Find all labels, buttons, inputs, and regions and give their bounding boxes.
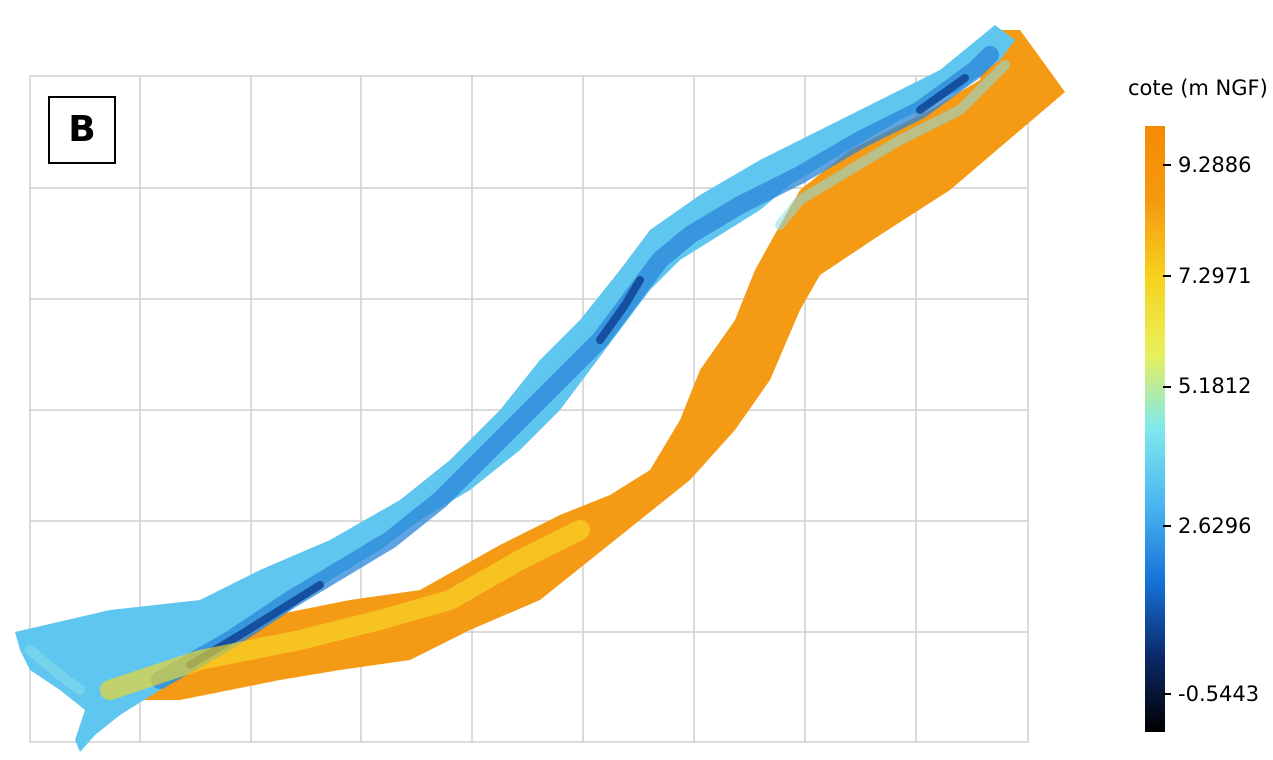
legend-tick-label: -0.5443 [1178, 682, 1260, 706]
panel-label: B [48, 96, 116, 164]
legend-tick [1163, 525, 1171, 527]
legend-tick [1163, 164, 1171, 166]
color-ramp [1145, 126, 1165, 732]
legend-tick-label: 2.6296 [1178, 514, 1252, 538]
legend-tick-label: 5.1812 [1178, 374, 1252, 398]
legend-tick-label: 7.2971 [1178, 264, 1252, 288]
legend-tick [1163, 275, 1171, 277]
right-branch-surface [85, 30, 1065, 700]
right-branch-cyan-edge [25, 60, 1010, 695]
legend-tick [1163, 693, 1171, 695]
legend-tick-label: 9.2886 [1178, 153, 1252, 177]
left-branch-channel [15, 25, 1015, 752]
right-branch-yellow-bank [100, 520, 590, 700]
legend-tick [1163, 386, 1171, 388]
legend-title: cote (m NGF) [1128, 76, 1268, 100]
